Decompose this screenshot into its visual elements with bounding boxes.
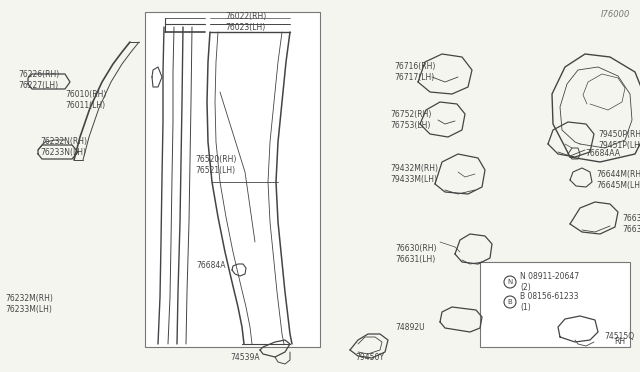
Text: 76520(RH)
76521(LH): 76520(RH) 76521(LH)	[195, 155, 236, 175]
Text: 76634(RH)
76635(LH): 76634(RH) 76635(LH)	[622, 214, 640, 234]
Text: 76752(RH)
76753(LH): 76752(RH) 76753(LH)	[390, 110, 431, 130]
Text: 76226(RH)
76227(LH): 76226(RH) 76227(LH)	[18, 70, 60, 90]
Text: 74515Q: 74515Q	[604, 331, 634, 340]
Text: N: N	[508, 279, 513, 285]
Bar	[145, 12, 320, 347]
Text: 76232N(RH)
76233N(LH): 76232N(RH) 76233N(LH)	[40, 137, 87, 157]
Text: 74539A: 74539A	[230, 353, 260, 362]
Text: 79450P(RH)
79451P(LH): 79450P(RH) 79451P(LH)	[598, 130, 640, 150]
Text: 76232M(RH)
76233M(LH): 76232M(RH) 76233M(LH)	[5, 294, 53, 314]
Text: 76022(RH)
76023(LH): 76022(RH) 76023(LH)	[225, 12, 266, 32]
Text: 76716(RH)
76717(LH): 76716(RH) 76717(LH)	[394, 62, 435, 82]
Text: 79432M(RH)
79433M(LH): 79432M(RH) 79433M(LH)	[390, 164, 438, 184]
Text: 76684A: 76684A	[196, 262, 225, 270]
Text: B 08156-61233
(1): B 08156-61233 (1)	[520, 292, 579, 312]
Text: RH: RH	[614, 337, 625, 346]
Text: 74892U: 74892U	[395, 323, 424, 331]
Text: 76630(RH)
76631(LH): 76630(RH) 76631(LH)	[395, 244, 436, 264]
Text: 79450Y: 79450Y	[355, 353, 384, 362]
Bar	[480, 262, 630, 347]
Text: I76000: I76000	[600, 10, 630, 19]
Text: N 08911-20647
(2): N 08911-20647 (2)	[520, 272, 579, 292]
Text: 76010(RH)
76011(LH): 76010(RH) 76011(LH)	[65, 90, 106, 110]
Text: 76644M(RH)
76645M(LH): 76644M(RH) 76645M(LH)	[596, 170, 640, 190]
Text: 76684AA: 76684AA	[585, 150, 620, 158]
Text: B: B	[508, 299, 513, 305]
